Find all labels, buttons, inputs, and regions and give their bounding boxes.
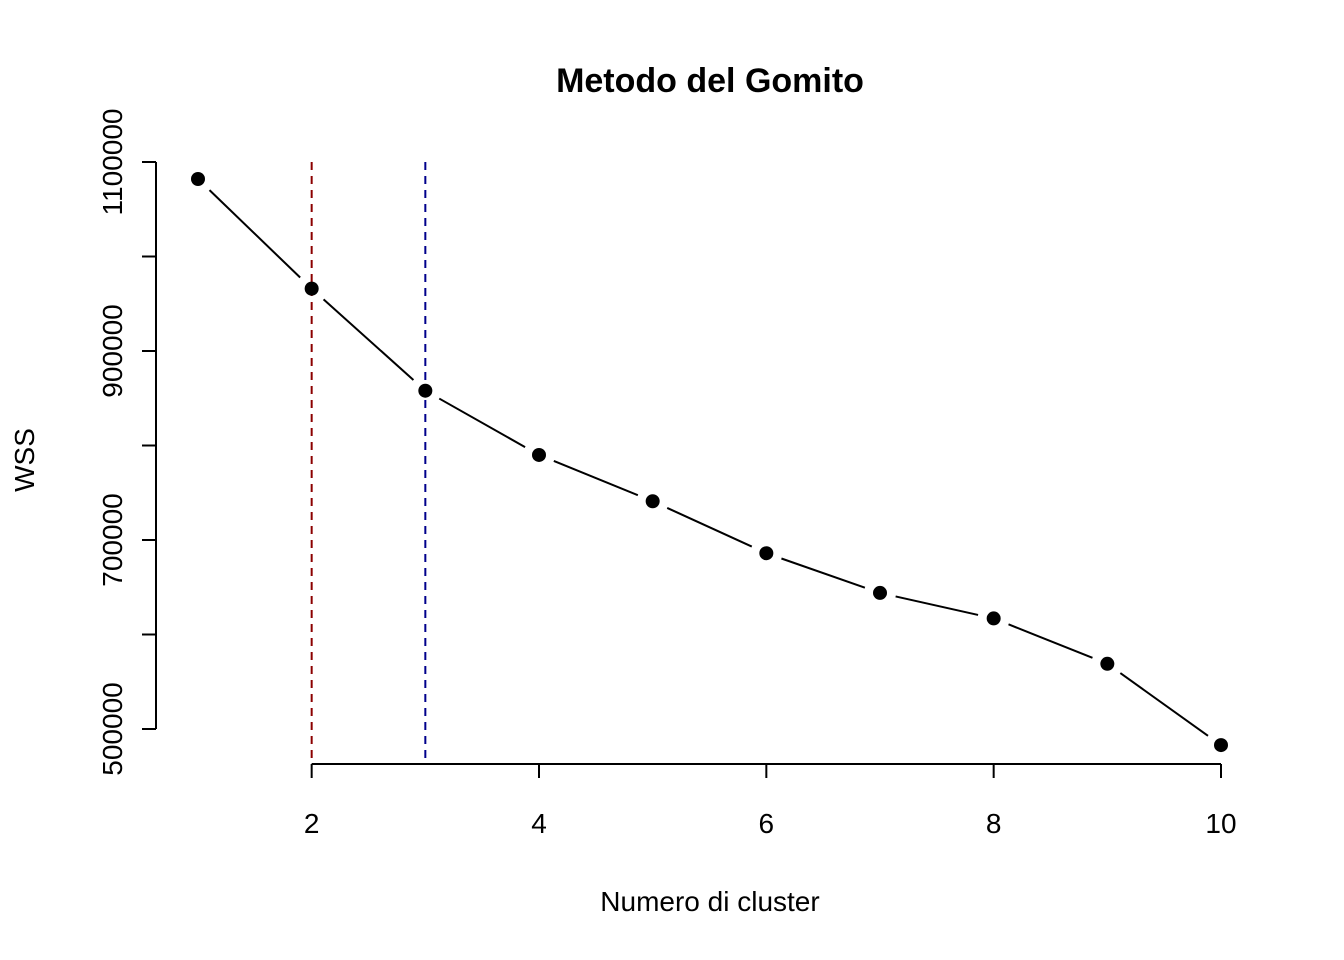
data-point-k6: [759, 546, 774, 561]
series-segment: [895, 595, 979, 616]
data-point-k5: [645, 494, 660, 509]
y-tick-label: 1100000: [97, 109, 128, 216]
chart-title: Metodo del Gomito: [556, 62, 864, 100]
series-segment: [1008, 623, 1093, 659]
y-tick-label: 900000: [97, 304, 128, 397]
data-point-k10: [1214, 738, 1228, 753]
y-tick-label: 500000: [97, 682, 128, 775]
y-axis-label: WSS: [9, 428, 40, 492]
data-point-k9: [1100, 656, 1115, 671]
y-tick-label: 700000: [97, 493, 128, 586]
data-point-k7: [873, 585, 887, 600]
data-point-k1: [191, 172, 205, 187]
x-axis-label: Numero di cluster: [600, 886, 819, 917]
series-segment: [438, 397, 526, 448]
series-segment: [553, 460, 639, 497]
series-segment: [781, 557, 866, 589]
series-segment: [666, 506, 753, 548]
data-point-k4: [532, 447, 546, 462]
plot-layer: 2 4 6 8 10 500000 700000 900000 1100000: [97, 109, 1237, 839]
data-point-k2: [304, 281, 319, 296]
data-point-k3: [418, 383, 433, 398]
x-tick-label: 4: [531, 808, 547, 839]
x-tick-label: 2: [304, 808, 320, 839]
series-segment: [1119, 672, 1209, 737]
x-tick-label: 10: [1205, 808, 1236, 839]
series-segment: [322, 298, 415, 381]
x-tick-label: 8: [986, 808, 1002, 839]
x-tick-label: 6: [759, 808, 775, 839]
series-segment: [208, 189, 301, 279]
data-point-k8: [986, 611, 1001, 626]
